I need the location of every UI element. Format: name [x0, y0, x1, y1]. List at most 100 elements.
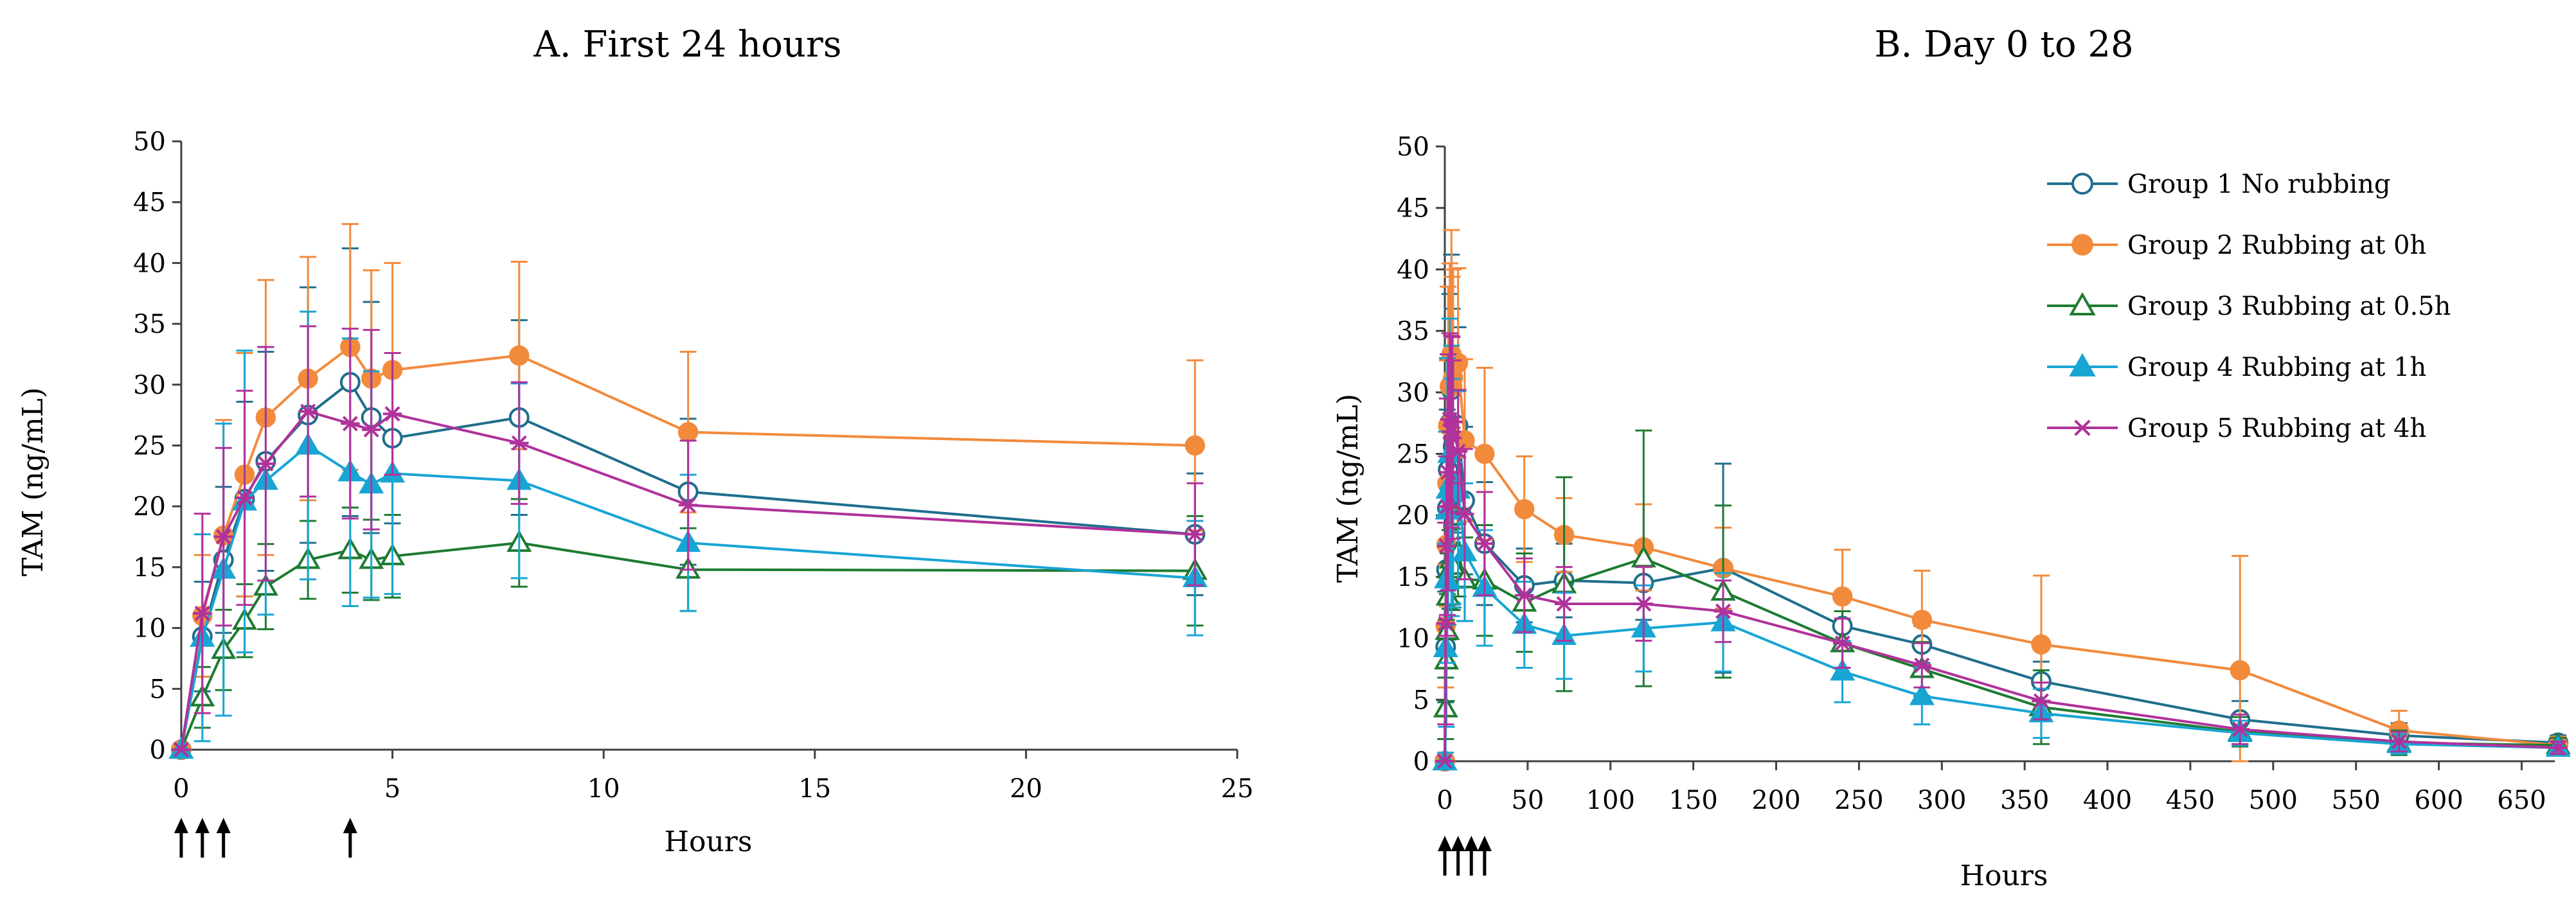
x-tick-label: 500 — [2249, 786, 2298, 815]
y-tick-label: 10 — [1397, 624, 1429, 654]
series-line — [180, 410, 1195, 750]
panel-b-y-axis-label: TAM (ng/mL) — [1332, 394, 1364, 583]
dosing-arrow — [1451, 836, 1465, 876]
y-tick-label: 15 — [133, 553, 166, 583]
x-tick-label: 0 — [1436, 786, 1453, 815]
data-point — [362, 421, 381, 437]
legend-label: Group 4 Rubbing at 1h — [2127, 353, 2426, 382]
y-tick-label: 40 — [1397, 255, 1429, 285]
x-tick-label: 0 — [173, 774, 189, 804]
y-tick-label: 30 — [133, 371, 166, 400]
x-tick-label: 350 — [2000, 786, 2049, 815]
x-tick-label: 200 — [1751, 786, 1800, 815]
legend-marker — [2071, 234, 2093, 256]
data-point — [214, 529, 233, 545]
legend-label: Group 1 No rubbing — [2127, 170, 2390, 199]
legend-marker — [2069, 353, 2096, 376]
x-tick-label: 550 — [2332, 786, 2381, 815]
x-tick-label: 20 — [1010, 774, 1042, 804]
x-tick-label: 15 — [798, 774, 831, 804]
data-point — [677, 421, 699, 443]
data-point — [1435, 754, 1454, 769]
data-point — [256, 455, 276, 472]
series-group-5-rubbing-at-4h — [1435, 332, 2568, 769]
data-point — [2548, 739, 2568, 755]
data-point — [1185, 435, 1205, 456]
y-tick-label: 35 — [133, 310, 166, 339]
dosing-arrows — [1438, 836, 1492, 876]
data-point — [1475, 536, 1494, 552]
legend-label: Group 5 Rubbing at 4h — [2127, 414, 2426, 443]
data-point — [382, 406, 402, 422]
x-tick-label: 300 — [1917, 786, 1966, 815]
y-tick-label: 0 — [150, 736, 166, 765]
panel-a-first-24-hours: A. First 24 hours TAM (ng/mL) Hours 0 5 10… — [17, 24, 1253, 858]
x-tick-label: 650 — [2497, 786, 2546, 815]
data-point — [2230, 721, 2250, 737]
x-tick-label: 150 — [1668, 786, 1717, 815]
x-tick-label: 5 — [384, 774, 400, 804]
data-point — [1438, 499, 1457, 515]
y-tick-label: 50 — [133, 127, 166, 157]
data-point — [1830, 658, 1856, 681]
y-tick-label: 20 — [1397, 501, 1429, 531]
dosing-arrows — [174, 818, 357, 858]
legend-item-group-2-rubbing-at-0h: Group 2 Rubbing at 0h — [2047, 231, 2426, 260]
data-point — [1515, 587, 1534, 603]
data-point — [678, 497, 698, 513]
data-point — [1514, 499, 1535, 520]
panel-a-x-axis-label: Hours — [665, 825, 753, 858]
x-tick-label: 100 — [1586, 786, 1635, 815]
legend-marker — [2069, 292, 2096, 315]
legend-label: Group 3 Rubbing at 0.5h — [2127, 292, 2451, 321]
series-line — [1444, 418, 2559, 762]
y-tick-label: 15 — [1397, 563, 1429, 592]
data-point — [235, 490, 255, 506]
data-point — [193, 605, 212, 621]
panel-a-title: A. First 24 hours — [533, 24, 841, 66]
legend: Group 1 No rubbing Group 2 Rubbing at 0h G… — [2047, 170, 2451, 443]
y-tick-label: 45 — [133, 188, 166, 218]
panel-b-x-axis-label: Hours — [1960, 860, 2048, 892]
data-point — [1911, 610, 1933, 630]
series-group-5-rubbing-at-4h — [172, 325, 1204, 757]
y-tick-label: 25 — [1397, 440, 1429, 470]
data-point — [2390, 734, 2409, 750]
data-point — [1436, 615, 1455, 631]
data-point — [1634, 596, 1654, 612]
data-point — [1912, 657, 1932, 673]
legend-marker — [2071, 173, 2093, 195]
data-point — [1474, 443, 1495, 464]
data-point — [1455, 506, 1474, 522]
x-tick-label: 10 — [587, 774, 620, 804]
panel-a-y-axis-label: TAM (ng/mL) — [17, 387, 49, 576]
x-tick-label: 450 — [2166, 786, 2215, 815]
x-tick-label: 250 — [1834, 786, 1883, 815]
data-point — [1185, 526, 1204, 542]
series-line — [1444, 452, 2559, 762]
data-point — [1713, 603, 1733, 619]
y-tick-label: 35 — [1397, 317, 1429, 346]
data-point — [172, 742, 191, 757]
dosing-arrow — [1438, 836, 1452, 876]
data-point — [1448, 443, 1468, 459]
y-tick-label: 20 — [133, 492, 166, 522]
legend-marker — [2072, 419, 2093, 436]
data-point — [509, 345, 530, 366]
series-line — [180, 444, 1195, 750]
data-point — [1909, 683, 1935, 705]
data-point — [1436, 538, 1456, 554]
data-point — [341, 416, 360, 432]
dosing-arrow — [195, 818, 210, 858]
data-point — [2032, 693, 2051, 709]
x-tick-label: 400 — [2083, 786, 2132, 815]
legend-item-group-1-no-rubbing: Group 1 No rubbing — [2047, 170, 2390, 199]
y-tick-label: 10 — [133, 614, 166, 644]
dosing-arrow — [1464, 836, 1479, 876]
legend-item-group-3-rubbing-at-0-5h: Group 3 Rubbing at 0.5h — [2047, 292, 2451, 321]
data-point — [1832, 586, 1853, 607]
legend-item-group-5-rubbing-at-4h: Group 5 Rubbing at 4h — [2047, 414, 2426, 443]
data-point — [1444, 414, 1463, 430]
